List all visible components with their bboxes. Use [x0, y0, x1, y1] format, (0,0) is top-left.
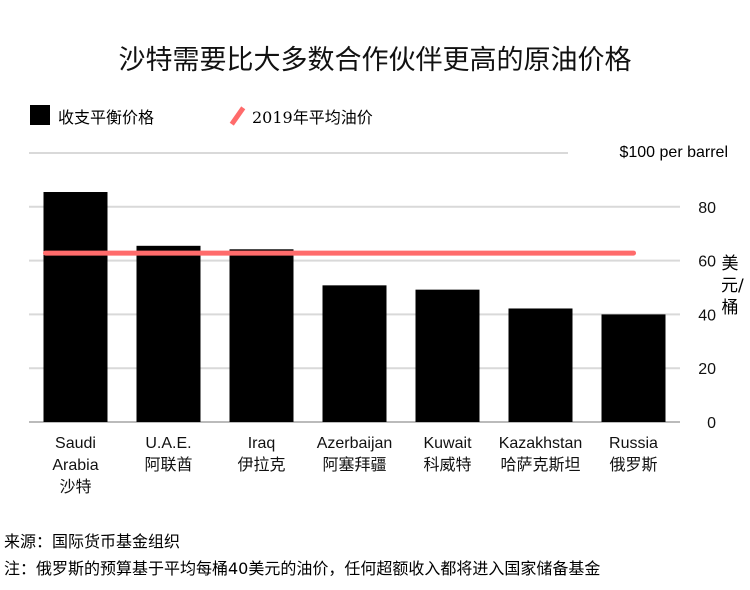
bar	[43, 192, 108, 422]
y-tick-label: 60	[698, 254, 716, 271]
y-tick-label: 0	[707, 415, 716, 432]
legend-bar-swatch	[30, 105, 50, 125]
footnote: 注：俄罗斯的预算基于平均每桶40美元的油价，任何超额收入都将进入国家储备基金	[4, 559, 601, 578]
x-tick-label: Russia 俄罗斯	[609, 435, 658, 474]
bar	[322, 285, 387, 422]
y-axis-title: 美元/桶	[721, 254, 744, 318]
x-tick-label: Kazakhstan 哈萨克斯坦	[499, 435, 583, 474]
y-tick-label: 40	[698, 307, 716, 324]
unit-label: $100 per barrel	[619, 144, 728, 161]
x-tick-label: Kuwait 科威特	[423, 435, 472, 474]
bar	[415, 289, 480, 422]
chart-title: 沙特需要比大多数合作伙伴更高的原油价格	[118, 45, 632, 76]
legend-bar-label: 收支平衡价格	[58, 108, 155, 127]
y-tick-label: 80	[698, 200, 716, 217]
legend-line-label: 2019年平均油价	[252, 108, 373, 127]
source-note: 来源：国际货币基金组织	[4, 532, 181, 551]
bar	[136, 245, 201, 422]
bar-chart: 0 20 40 60 80 Saudi Arabia 沙特 U.A.E.阿联酋 Iraq 伊拉克 Az…	[29, 152, 716, 496]
x-tick-label: Azerbaijan 阿塞拜疆	[317, 435, 393, 474]
x-tick-label: Iraq 伊拉克	[237, 435, 285, 474]
bar	[229, 249, 294, 422]
bar	[601, 314, 666, 422]
x-tick-label: Saudi Arabia 沙特	[52, 435, 98, 496]
bar	[508, 308, 573, 422]
x-tick-label: U.A.E.阿联酋	[144, 435, 192, 474]
y-tick-label: 20	[698, 361, 716, 378]
